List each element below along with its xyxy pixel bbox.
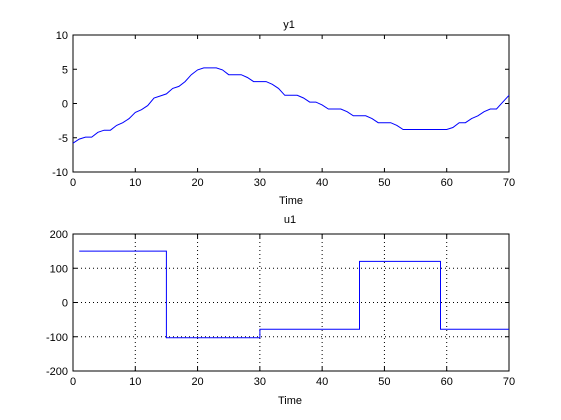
axes-box-y1	[72, 34, 510, 173]
series-line-u1	[79, 250, 509, 339]
y-tick-label: 100	[50, 263, 68, 275]
subplot-u1: u1 0 10 20 30 40 50 60 70 -200 -100 0 100 200 Time	[46, 214, 515, 407]
x-tick-label: 50	[378, 376, 390, 388]
chart-title-u1: u1	[284, 214, 296, 226]
x-tick-label: 40	[316, 177, 328, 189]
axis-ticks-y1: 0 10 20 30 40 50 60 70 -10 -5 0 5 10	[52, 30, 515, 189]
x-tick-label: 20	[191, 376, 203, 388]
x-tick-label: 10	[129, 376, 141, 388]
y-tick-label: 0	[62, 99, 68, 111]
subplot-y1: y1 0 10 20 30 40 50 60 70 -10 -5 0 5 10 Time	[52, 19, 515, 207]
x-tick-label: 30	[254, 376, 266, 388]
y-tick-label: 10	[56, 30, 68, 42]
x-tick-label: 10	[129, 177, 141, 189]
series-line-y1	[72, 67, 510, 144]
y-tick-label: -5	[58, 133, 68, 145]
x-tick-label: 60	[441, 177, 453, 189]
y-tick-label: 0	[62, 298, 68, 310]
x-tick-label: 0	[70, 177, 76, 189]
x-tick-label: 0	[70, 376, 76, 388]
y-tick-label: 5	[62, 64, 68, 76]
grid-u1	[73, 234, 509, 371]
x-tick-label: 70	[503, 376, 515, 388]
y-tick-label: -10	[52, 167, 68, 179]
y-tick-label: 200	[50, 229, 68, 241]
x-tick-label: 40	[316, 376, 328, 388]
y-tick-label: -200	[46, 366, 68, 378]
x-axis-label-y1: Time	[279, 195, 303, 207]
axis-ticks-u1: 0 10 20 30 40 50 60 70 -200 -100 0 100 200	[46, 229, 515, 388]
x-tick-label: 60	[441, 376, 453, 388]
axes-box-u1	[72, 233, 510, 372]
x-tick-label: 70	[503, 177, 515, 189]
y-tick-label: -100	[46, 332, 68, 344]
x-tick-label: 20	[191, 177, 203, 189]
chart-title-y1: y1	[283, 19, 295, 31]
x-tick-label: 30	[254, 177, 266, 189]
x-axis-label-u1: Time	[278, 395, 302, 407]
x-tick-label: 50	[378, 177, 390, 189]
